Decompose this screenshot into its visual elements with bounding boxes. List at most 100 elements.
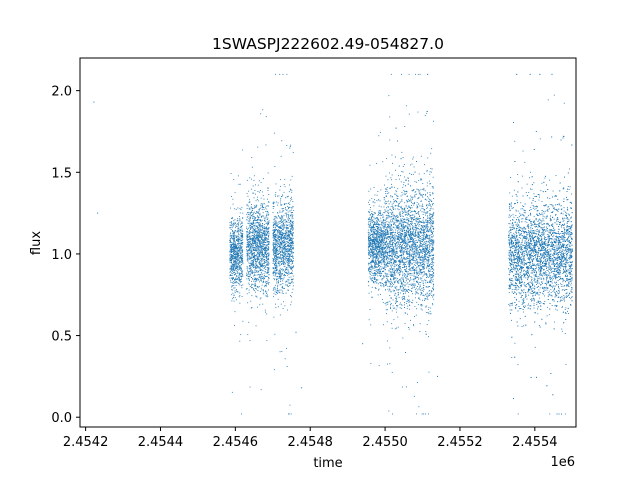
data-point	[242, 217, 244, 219]
data-point	[261, 259, 262, 261]
data-point	[265, 283, 267, 285]
data-point	[380, 247, 382, 249]
data-point	[239, 229, 241, 231]
data-point	[260, 232, 262, 233]
data-point	[253, 254, 255, 255]
data-point	[398, 257, 400, 259]
data-point	[237, 228, 239, 230]
data-point	[262, 109, 264, 111]
data-point	[257, 233, 259, 235]
data-point	[373, 226, 374, 228]
data-point	[289, 214, 291, 216]
data-point	[253, 275, 255, 277]
data-point	[239, 279, 241, 280]
data-point	[290, 223, 292, 224]
data-point	[234, 266, 236, 268]
data-point	[262, 223, 263, 225]
data-point	[236, 256, 238, 257]
data-point	[263, 244, 265, 245]
data-point	[266, 244, 268, 246]
data-point	[257, 260, 258, 262]
data-point	[413, 228, 415, 230]
data-point	[268, 283, 269, 285]
data-point	[377, 264, 379, 266]
data-point	[377, 241, 379, 243]
data-point	[256, 230, 258, 232]
data-point	[239, 266, 241, 268]
data-point	[235, 262, 237, 264]
data-point	[377, 279, 379, 281]
data-point	[289, 147, 291, 149]
data-point	[391, 229, 392, 231]
data-point	[277, 224, 278, 226]
data-point	[276, 237, 278, 238]
data-point	[380, 257, 382, 258]
data-point	[276, 239, 277, 241]
data-point	[266, 293, 268, 294]
data-point	[376, 256, 378, 258]
data-point	[246, 273, 248, 275]
data-point	[234, 254, 236, 256]
data-point	[231, 255, 233, 257]
data-point	[249, 208, 251, 210]
data-point	[284, 249, 286, 251]
data-point	[265, 246, 267, 248]
data-point	[403, 293, 405, 294]
data-point	[283, 228, 284, 230]
data-point	[236, 254, 238, 255]
data-point	[380, 294, 381, 295]
data-point	[234, 311, 236, 313]
data-point	[256, 225, 258, 227]
data-point	[279, 216, 281, 218]
data-point	[383, 261, 385, 263]
data-point	[280, 197, 282, 199]
data-point	[289, 238, 291, 240]
data-point	[230, 251, 232, 253]
data-point	[230, 257, 232, 258]
data-point	[290, 232, 292, 234]
data-point	[373, 243, 375, 245]
data-point	[248, 232, 250, 233]
data-point	[292, 248, 293, 250]
data-point	[382, 278, 384, 279]
data-point	[250, 213, 251, 215]
data-point	[231, 223, 233, 224]
data-point	[260, 237, 262, 239]
data-point	[232, 231, 234, 232]
data-point	[254, 219, 256, 221]
data-point	[264, 309, 266, 311]
data-point	[233, 248, 235, 250]
data-point	[268, 282, 270, 283]
data-point	[230, 279, 232, 281]
data-point	[241, 247, 242, 249]
data-point	[261, 209, 263, 210]
data-point	[424, 295, 426, 297]
data-point	[250, 251, 251, 253]
data-point	[250, 258, 251, 259]
data-point	[377, 227, 379, 229]
data-point	[276, 249, 278, 251]
data-point	[405, 291, 407, 293]
data-point	[388, 410, 390, 412]
data-point	[384, 242, 386, 244]
data-point	[236, 267, 238, 269]
data-point	[274, 229, 276, 230]
data-point	[250, 256, 252, 258]
data-point	[282, 256, 284, 258]
data-point	[368, 269, 370, 270]
data-point	[278, 291, 280, 293]
data-point	[265, 238, 267, 239]
data-point	[393, 239, 395, 241]
data-point	[384, 219, 386, 221]
data-point	[292, 234, 293, 236]
data-point	[422, 266, 423, 268]
data-point	[369, 272, 371, 274]
data-point	[251, 249, 253, 251]
data-point	[231, 286, 232, 288]
data-point	[248, 276, 249, 277]
data-point	[383, 258, 384, 260]
data-point	[291, 273, 293, 275]
data-point	[286, 145, 288, 146]
data-point	[280, 261, 282, 262]
data-point	[265, 216, 267, 218]
